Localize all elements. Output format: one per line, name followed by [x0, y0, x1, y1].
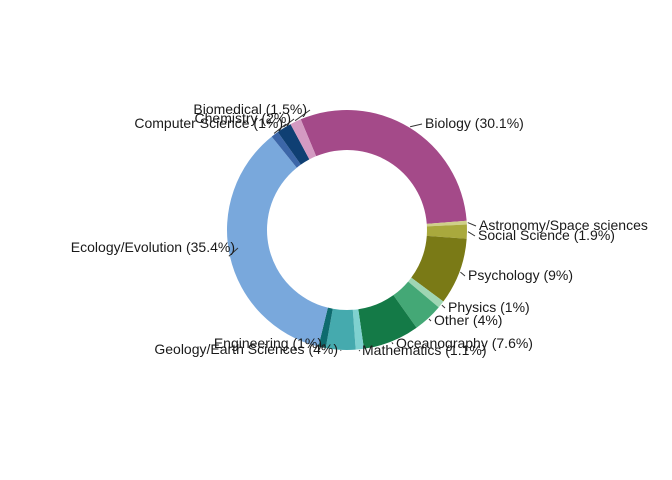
label-chemistry: Chemistry (2%) [195, 110, 291, 126]
label-biomedical: Biomedical (1.5%) [193, 101, 307, 117]
slice-psychology [411, 235, 467, 302]
label-ecology-evolution: Ecology/Evolution (35.4%) [71, 239, 235, 255]
label-social-science: Social Science (1.9%) [478, 227, 615, 243]
slice-social-science [426, 224, 467, 239]
slice-mathematics [352, 309, 364, 350]
leader-engineering [321, 343, 326, 349]
label-computer-science: Computer Science (1%) [134, 115, 283, 131]
slice-engineering [318, 307, 333, 349]
label-geology-earth-sciences: Geology/Earth Sciences (4%) [154, 341, 338, 357]
leader-biology [410, 123, 423, 128]
label-oceanography: Oceanography (7.6%) [396, 335, 533, 351]
slice-other [393, 281, 439, 328]
label-psychology: Psychology (9%) [468, 267, 573, 283]
slice-biology [300, 110, 467, 224]
leader-physics [441, 304, 446, 309]
leader-computer-science [273, 123, 287, 134]
leader-astronomy-space-sciences [467, 222, 477, 227]
label-astronomy-space-sciences: Astronomy/Space sciences [479, 217, 648, 233]
label-mathematics: Mathematics (1.1%) [362, 342, 486, 358]
label-other: Other (4%) [434, 312, 502, 328]
label-leaders [228, 109, 477, 352]
slice-biomedical [290, 119, 317, 160]
leader-biomedical [294, 109, 311, 122]
leader-other [428, 318, 432, 322]
slice-oceanography [358, 295, 417, 349]
slice-geology-earth-sciences [325, 308, 356, 350]
leader-mathematics [358, 349, 361, 352]
label-physics: Physics (1%) [448, 299, 530, 315]
donut-slices [226, 110, 467, 350]
leader-social-science [467, 231, 476, 237]
leader-ecology-evolution [228, 247, 239, 257]
slice-chemistry [277, 124, 310, 165]
label-engineering: Engineering (1%) [214, 335, 322, 351]
leader-chemistry [283, 118, 295, 128]
slice-astronomy-space-sciences [426, 220, 467, 227]
leader-oceanography [391, 342, 394, 345]
label-biology: Biology (30.1%) [425, 115, 524, 131]
slice-computer-science [271, 132, 301, 168]
leader-psychology [460, 271, 466, 277]
slice-labels: Biology (30.1%) Astronomy/Space sciencesS… [71, 101, 648, 358]
slice-physics [408, 277, 444, 308]
slice-ecology-evolution [226, 136, 328, 347]
